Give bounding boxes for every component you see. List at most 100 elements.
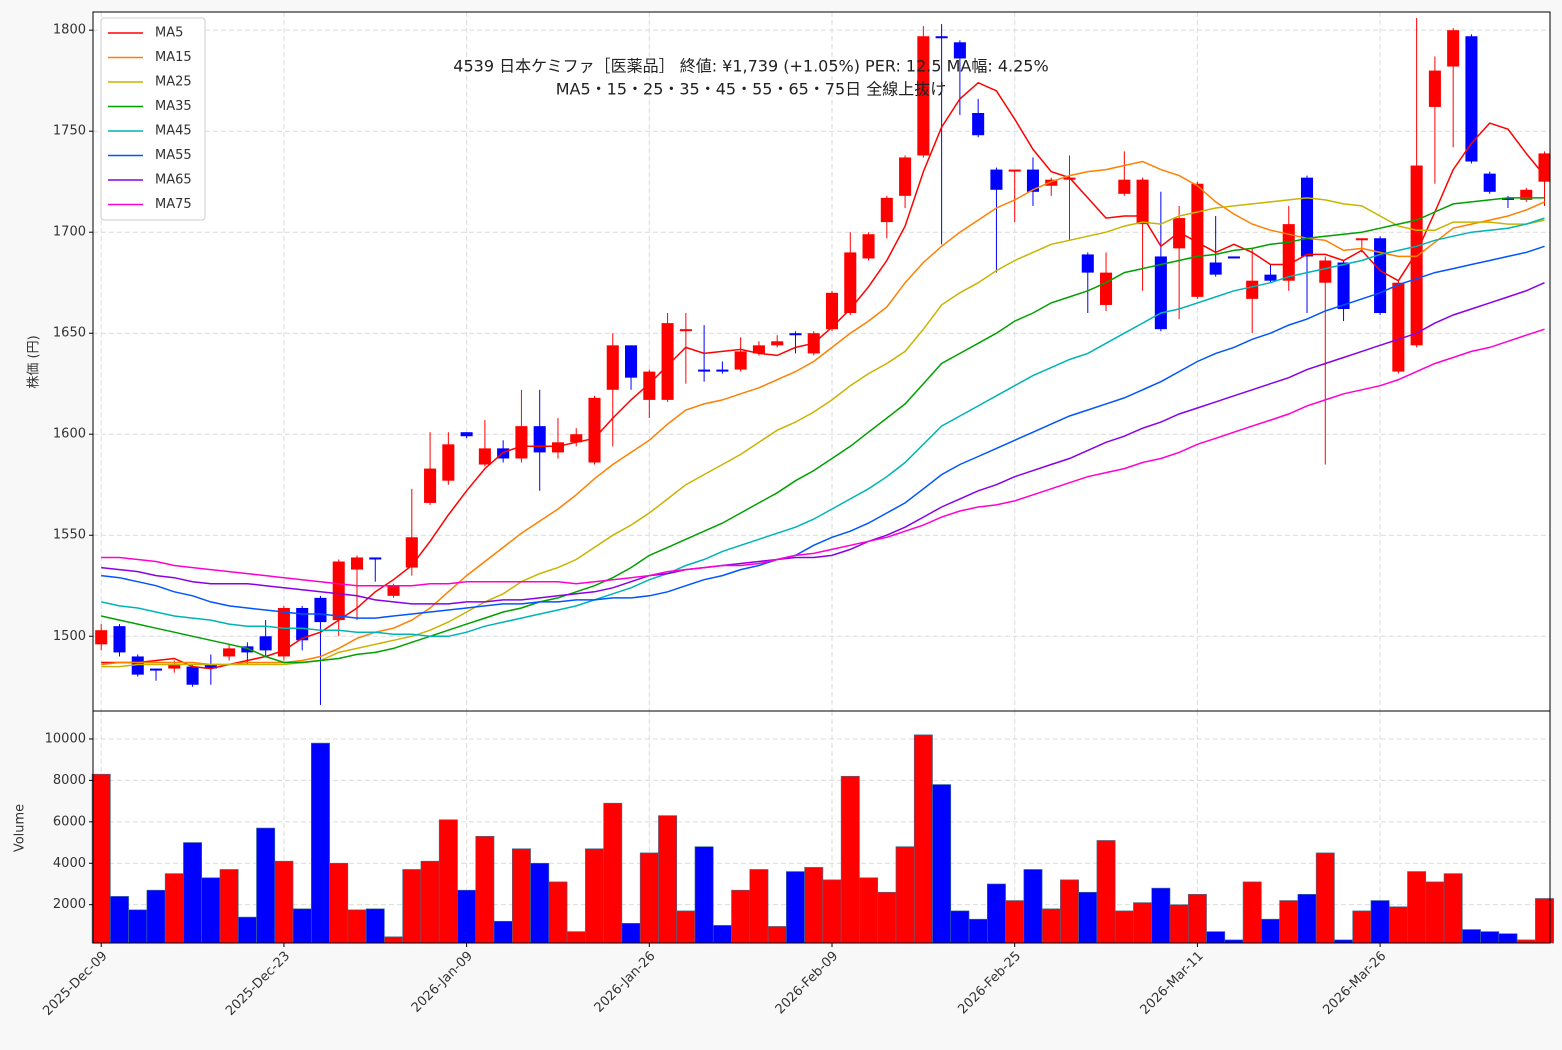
volume-bar bbox=[986, 883, 1006, 944]
candle-body bbox=[204, 664, 217, 669]
ma-line bbox=[101, 245, 1545, 619]
candle-body bbox=[1118, 179, 1131, 194]
ma-line bbox=[101, 328, 1545, 587]
volume-bar bbox=[1498, 933, 1518, 944]
volume-bar bbox=[1041, 908, 1061, 944]
volume-bar bbox=[1005, 900, 1025, 944]
volume-bar bbox=[475, 836, 495, 944]
volume-bar bbox=[621, 923, 641, 944]
y-tick-label: 1600 bbox=[53, 427, 86, 442]
legend-label: MA25 bbox=[155, 75, 192, 90]
volume-bar bbox=[566, 931, 586, 944]
legend-label: MA35 bbox=[155, 99, 192, 114]
y-tick-label: 8000 bbox=[53, 773, 86, 788]
candle-body bbox=[880, 197, 893, 223]
candle-body bbox=[1337, 262, 1350, 309]
volume-bar bbox=[292, 908, 312, 944]
chart-title: 4539 日本ケミファ［医薬品］ 終値: ¥1,739 (+1.05%) PER… bbox=[453, 57, 1048, 76]
y-tick-label: 10000 bbox=[45, 731, 86, 746]
candle-body bbox=[186, 666, 199, 685]
candle-body bbox=[1319, 260, 1332, 283]
candle-body bbox=[1538, 153, 1551, 182]
candle-body bbox=[442, 444, 455, 481]
candle-body bbox=[935, 36, 948, 39]
volume-bar bbox=[1133, 902, 1153, 944]
volume-bar bbox=[1388, 906, 1408, 944]
x-tick-label: 2026-Mar-11 bbox=[1138, 949, 1207, 1018]
data-layer bbox=[91, 18, 1554, 944]
candle-body bbox=[1081, 254, 1094, 273]
volume-bar bbox=[164, 873, 184, 944]
volume-bar bbox=[1370, 900, 1390, 944]
volume-bar bbox=[1060, 879, 1079, 944]
candle-body bbox=[95, 630, 108, 645]
candle-body bbox=[716, 369, 729, 372]
volume-bar bbox=[128, 909, 148, 944]
candle-body bbox=[478, 448, 491, 465]
volume-bar bbox=[1407, 871, 1427, 944]
ma-line bbox=[101, 282, 1545, 605]
volume-bar bbox=[1078, 891, 1098, 944]
volume-bar bbox=[1480, 931, 1500, 944]
candle-body bbox=[1501, 197, 1515, 200]
volume-bar bbox=[950, 910, 970, 944]
candle-body bbox=[588, 397, 601, 463]
legend-label: MA55 bbox=[155, 148, 192, 163]
candle-body bbox=[150, 668, 163, 671]
y-tick-label: 1800 bbox=[53, 23, 86, 38]
x-tick-label: 2026-Feb-09 bbox=[773, 949, 842, 1018]
candle-body bbox=[643, 371, 656, 400]
x-tick-label: 2026-Feb-25 bbox=[955, 949, 1024, 1018]
volume-bar bbox=[201, 877, 221, 944]
ma-line bbox=[101, 217, 1545, 638]
ma-line bbox=[101, 197, 1545, 668]
candle-body bbox=[844, 252, 857, 314]
volume-bar bbox=[274, 860, 294, 944]
candle-body bbox=[1154, 256, 1167, 330]
volume-bar bbox=[402, 869, 422, 944]
volume-bar bbox=[786, 871, 805, 944]
legend: MA5 MA15 MA25 MA35 MA45 MA55 MA65 MA75 bbox=[100, 17, 206, 221]
candle-body bbox=[332, 561, 345, 621]
candle-body bbox=[1483, 173, 1496, 192]
candle-body bbox=[1520, 189, 1533, 200]
candle-body bbox=[551, 442, 564, 453]
x-tick-label: 2025-Dec-23 bbox=[223, 949, 293, 1019]
candle-body bbox=[606, 345, 619, 390]
volume-bar bbox=[804, 867, 824, 944]
candle-body bbox=[625, 345, 638, 378]
volume-bar bbox=[365, 908, 385, 944]
candle-body bbox=[661, 323, 674, 400]
candle-body bbox=[314, 597, 327, 623]
y-tick-label: 1650 bbox=[53, 326, 86, 341]
candle-body bbox=[734, 351, 747, 370]
y-tick-label: 1750 bbox=[53, 124, 86, 139]
volume-bar bbox=[530, 862, 550, 944]
volume-bar bbox=[493, 920, 513, 944]
x-tick-label: 2026-Jan-26 bbox=[592, 949, 659, 1016]
volume-bar bbox=[694, 846, 714, 944]
y-tick-label: 1500 bbox=[53, 629, 86, 644]
candle-body bbox=[1428, 70, 1441, 107]
candle-body bbox=[1355, 238, 1368, 241]
y-tick-label: 4000 bbox=[53, 856, 86, 871]
candle-body bbox=[405, 537, 418, 568]
volume-bar bbox=[731, 889, 751, 944]
candle-body bbox=[515, 426, 528, 459]
candle-body bbox=[296, 607, 309, 641]
volume-bar bbox=[1443, 873, 1463, 944]
candle-body bbox=[1173, 218, 1186, 249]
chart-subtitle: MA5・15・25・35・45・55・65・75日 全線上抜け bbox=[556, 80, 947, 99]
volume-bar bbox=[913, 734, 933, 944]
volume-bar bbox=[676, 910, 696, 944]
ma-line bbox=[101, 160, 1545, 666]
candle-body bbox=[241, 646, 254, 653]
candle-body bbox=[1392, 282, 1405, 372]
candle-body bbox=[698, 369, 711, 372]
candle-body bbox=[899, 157, 912, 196]
volume-bar bbox=[1206, 931, 1226, 944]
candle-body bbox=[1300, 177, 1314, 257]
volume-bar bbox=[712, 925, 732, 944]
candle-body bbox=[1264, 274, 1277, 281]
volume-bar bbox=[1535, 898, 1554, 944]
